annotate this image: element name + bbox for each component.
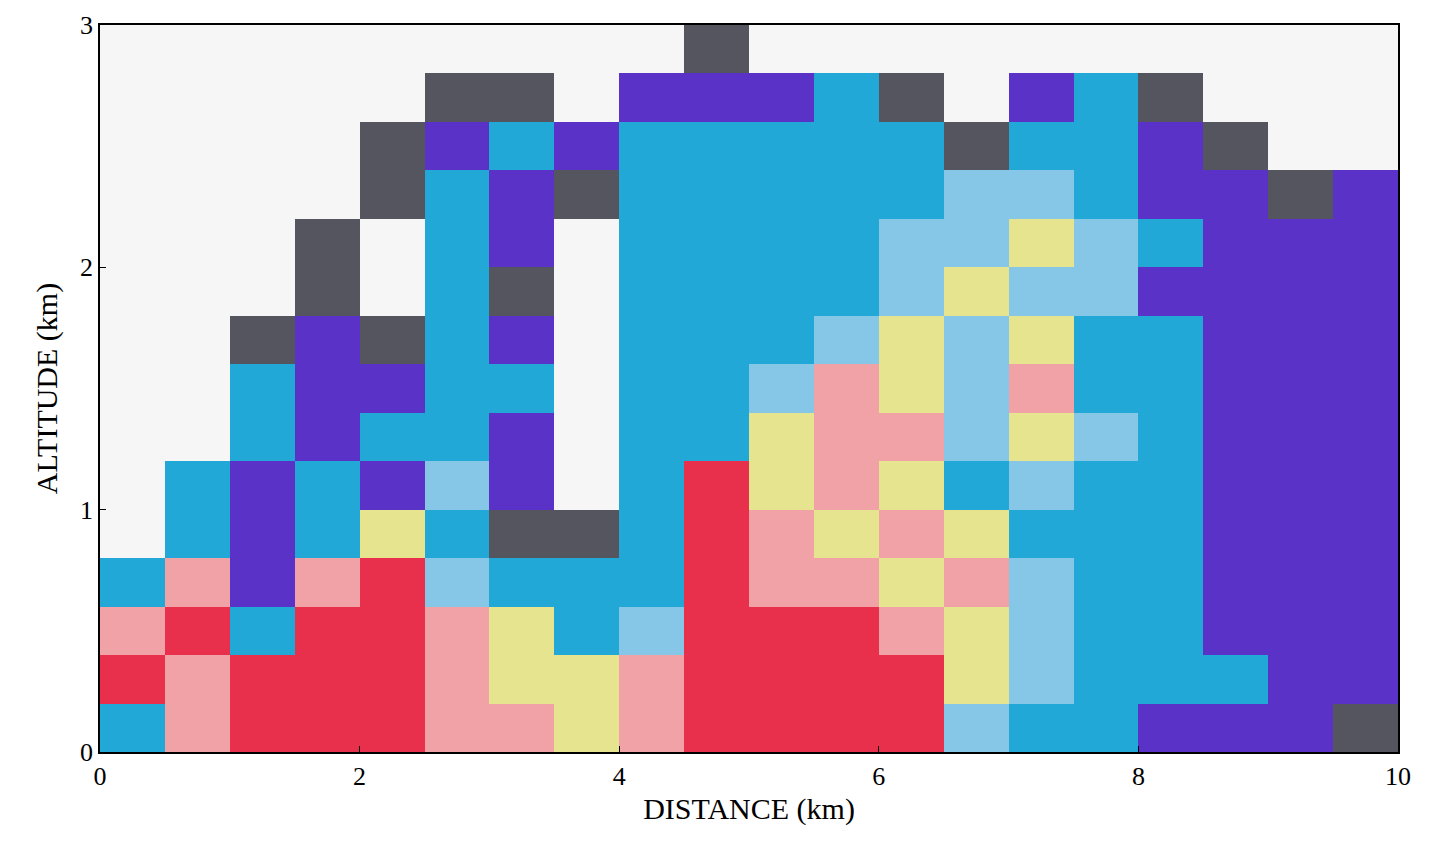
svg-text:2: 2 bbox=[80, 253, 93, 282]
svg-text:DISTANCE (km): DISTANCE (km) bbox=[643, 792, 855, 826]
svg-text:1: 1 bbox=[80, 496, 93, 525]
svg-text:0: 0 bbox=[94, 762, 107, 791]
svg-text:8: 8 bbox=[1132, 762, 1145, 791]
svg-text:2: 2 bbox=[353, 762, 366, 791]
svg-text:ALTITUDE (km): ALTITUDE (km) bbox=[30, 283, 64, 494]
svg-text:4: 4 bbox=[613, 762, 626, 791]
svg-text:6: 6 bbox=[872, 762, 885, 791]
svg-text:10: 10 bbox=[1385, 762, 1411, 791]
svg-text:0: 0 bbox=[80, 738, 93, 767]
svg-text:3: 3 bbox=[80, 11, 93, 40]
